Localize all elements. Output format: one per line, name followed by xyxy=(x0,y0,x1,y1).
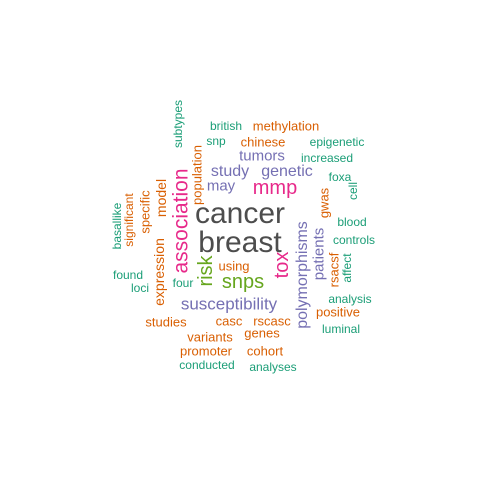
word-risk: risk xyxy=(195,255,217,287)
word-luminal: luminal xyxy=(321,322,361,336)
word-tox: tox xyxy=(271,251,293,279)
word-rscasc: rscasc xyxy=(253,313,291,329)
word-significant: significant xyxy=(122,193,136,247)
word-breast: breast xyxy=(198,226,282,259)
word-blood: blood xyxy=(337,215,367,229)
word-chinese: chinese xyxy=(240,134,286,150)
word-analysis: analysis xyxy=(328,292,372,306)
word-cancer: cancer xyxy=(194,197,286,230)
word-polymorphisms: polymorphisms xyxy=(294,221,311,329)
word-casc: casc xyxy=(215,313,243,329)
word-snps: snps xyxy=(221,271,265,293)
word-controls: controls xyxy=(332,233,376,247)
word-patients: patients xyxy=(310,227,328,281)
word-population: population xyxy=(189,145,205,205)
word-model: model xyxy=(153,178,169,218)
word-study: study xyxy=(210,163,250,180)
word-cohort: cohort xyxy=(246,343,284,359)
word-snp: snp xyxy=(206,134,226,148)
word-conducted: conducted xyxy=(179,358,235,372)
word-cell: cell xyxy=(346,181,360,201)
word-positive: positive xyxy=(315,304,361,320)
word-tumors: tumors xyxy=(239,147,285,165)
word-british: british xyxy=(209,119,243,133)
word-variants: variants xyxy=(187,329,233,345)
word-susceptibility: susceptibility xyxy=(180,294,278,314)
word-found: found xyxy=(112,268,144,282)
word-may: may xyxy=(206,177,236,195)
word-loci: loci xyxy=(130,281,150,295)
word-subtypes: subtypes xyxy=(171,99,185,149)
word-increased: increased xyxy=(300,151,354,165)
word-analyses: analyses xyxy=(249,360,297,374)
word-using: using xyxy=(218,258,250,274)
word-gwas: gwas xyxy=(316,187,332,219)
word-genetic: genetic xyxy=(261,163,313,180)
word-affect: affect xyxy=(340,253,354,283)
word-methylation: methylation xyxy=(252,118,320,134)
word-foxa: foxa xyxy=(328,170,352,184)
word-rsacsf: rsacsf xyxy=(326,252,342,288)
word-four: four xyxy=(172,276,194,290)
word-basallike: basallike xyxy=(110,202,124,250)
word-association: association xyxy=(169,168,193,274)
word-mmp: mmp xyxy=(252,177,298,199)
word-expression: expression xyxy=(151,238,167,306)
word-promoter: promoter xyxy=(179,343,233,359)
word-studies: studies xyxy=(145,314,187,330)
word-specific: specific xyxy=(137,190,153,234)
word-genes: genes xyxy=(244,325,280,341)
word-epigenetic: epigenetic xyxy=(309,135,365,149)
